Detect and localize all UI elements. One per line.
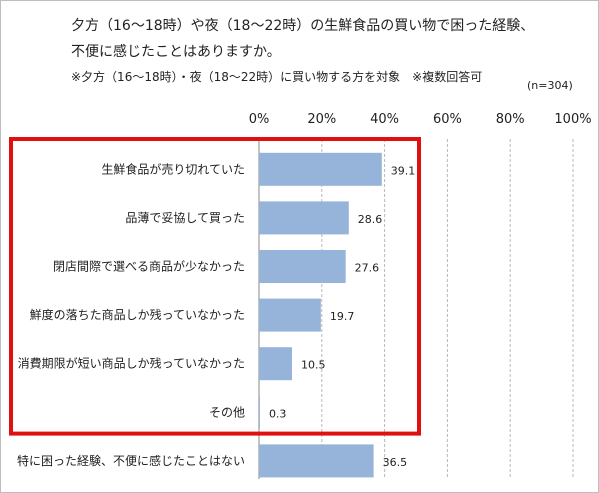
- bar: [259, 152, 382, 186]
- chart-title-line-2: 不便に感じたことはありますか。: [71, 44, 281, 60]
- x-tick-label: 100%: [554, 112, 591, 127]
- bar: [259, 444, 374, 478]
- category-label: 特に困った経験、不便に感じたことはない: [17, 453, 245, 468]
- data-label: 0.3: [269, 407, 287, 420]
- chart-note: ※夕方（16～18時）・夜（18～22時）に買い物する方を対象 ※複数回答可: [71, 70, 483, 84]
- category-label: 鮮度の落ちた商品しか残っていなかった: [30, 307, 245, 322]
- bar: [259, 250, 346, 283]
- x-tick-label: 80%: [496, 112, 525, 127]
- bar: [259, 298, 321, 332]
- highlight-box: [9, 137, 421, 436]
- x-tick-label: 40%: [370, 112, 399, 127]
- data-label: 27.6: [355, 262, 380, 275]
- bar: [259, 201, 349, 235]
- bar: [259, 347, 292, 381]
- category-label: 品薄で妥協して買った: [125, 210, 245, 225]
- data-label: 19.7: [330, 310, 355, 323]
- x-tick-label: 0%: [249, 112, 270, 127]
- data-label: 36.5: [383, 456, 408, 469]
- category-label: その他: [209, 405, 245, 419]
- data-label: 28.6: [358, 213, 383, 226]
- x-tick-label: 60%: [433, 112, 462, 127]
- data-label: 10.5: [301, 359, 326, 372]
- category-label: 消費期限が短い商品しか残っていなかった: [18, 356, 245, 371]
- chart-title-line-1: 夕方（16～18時）や夜（18～22時）の生鮮食品の買い物で困った経験、: [71, 18, 535, 34]
- data-label: 39.1: [391, 164, 416, 177]
- sample-size-label: (n=304): [527, 79, 573, 92]
- bar: [259, 395, 260, 429]
- x-tick-label: 20%: [307, 112, 336, 127]
- category-label: 生鮮食品が売り切れていた: [101, 161, 245, 176]
- category-label: 閉店間際で選べる商品が少なかった: [53, 259, 245, 274]
